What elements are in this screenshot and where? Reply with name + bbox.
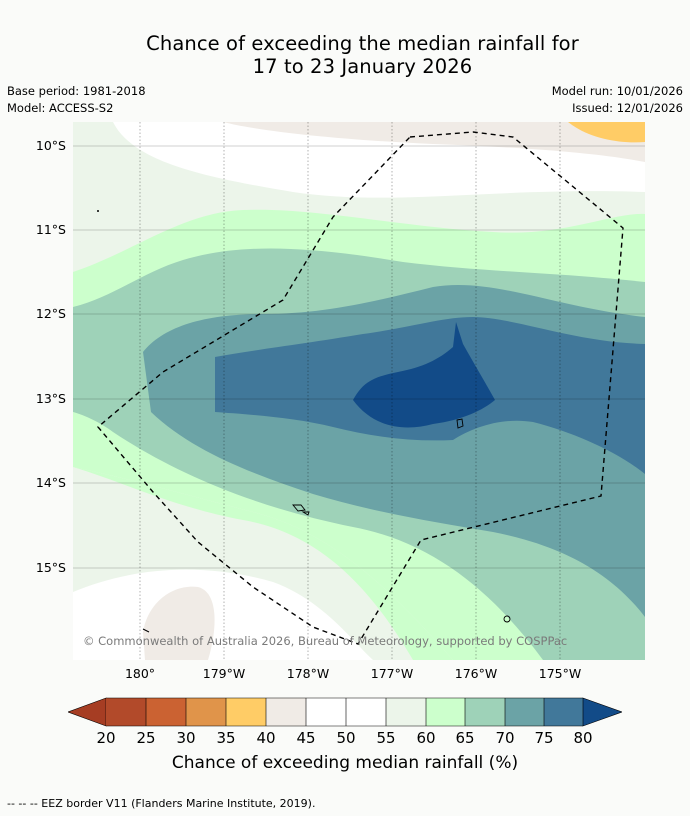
lat-label-13s: 13°S bbox=[35, 391, 66, 406]
island-3 bbox=[301, 511, 310, 516]
colorbar-60-65 bbox=[426, 698, 465, 726]
colorbar-tick-70: 70 bbox=[495, 729, 515, 747]
colorbar-55-60 bbox=[386, 698, 426, 726]
island-5 bbox=[97, 210, 99, 212]
meta-left: Base period: 1981-2018 Model: ACCESS-S2 bbox=[7, 83, 146, 117]
map-area bbox=[73, 122, 645, 660]
lat-grid-lines bbox=[73, 145, 645, 569]
island-6 bbox=[142, 628, 150, 633]
colorbar-50-55 bbox=[346, 698, 386, 726]
lat-label-14s: 14°S bbox=[35, 475, 66, 490]
island-1 bbox=[456, 418, 464, 429]
colorbar-tick-20: 20 bbox=[96, 729, 116, 747]
colorbar bbox=[68, 697, 622, 727]
contour-40-45-bottom bbox=[143, 586, 215, 660]
colorbar-65-70 bbox=[465, 698, 505, 726]
base-period: Base period: 1981-2018 bbox=[7, 84, 146, 98]
lon-label-179w: 179°W bbox=[202, 666, 246, 681]
eez-border bbox=[97, 131, 624, 645]
copyright-notice: © Commonwealth of Australia 2026, Bureau… bbox=[83, 634, 568, 648]
colorbar-70-75 bbox=[505, 698, 544, 726]
contour-35-40 bbox=[568, 122, 645, 143]
colorbar-tick-30: 30 bbox=[176, 729, 196, 747]
colorbar-gt80 bbox=[582, 697, 622, 727]
meta-right: Model run: 10/01/2026 Issued: 12/01/2026 bbox=[552, 83, 683, 117]
title-line-1: Chance of exceeding the median rainfall … bbox=[146, 32, 579, 55]
colorbar-tick-25: 25 bbox=[136, 729, 156, 747]
colorbar-75-80 bbox=[544, 698, 583, 726]
eez-legend: -- -- -- EEZ border V11 (Flanders Marine… bbox=[7, 797, 316, 810]
colorbar-35-40 bbox=[226, 698, 266, 726]
colorbar-20-25 bbox=[106, 698, 146, 726]
lat-label-15s: 15°S bbox=[35, 560, 66, 575]
contour-60-65-b bbox=[73, 467, 453, 660]
lon-label-176w: 176°W bbox=[454, 666, 498, 681]
colorbar-tick-80: 80 bbox=[573, 729, 593, 747]
colorbar-tick-65: 65 bbox=[455, 729, 475, 747]
lon-label-175w: 175°W bbox=[538, 666, 582, 681]
colorbar-tick-50: 50 bbox=[336, 729, 356, 747]
model-name: Model: ACCESS-S2 bbox=[7, 101, 114, 115]
colorbar-tick-55: 55 bbox=[376, 729, 396, 747]
island-2 bbox=[292, 504, 306, 512]
colorbar-lt20 bbox=[68, 697, 107, 727]
colorbar-tick-60: 60 bbox=[416, 729, 436, 747]
colorbar-30-35 bbox=[186, 698, 226, 726]
colorbar-tick-35: 35 bbox=[216, 729, 236, 747]
island-4 bbox=[503, 615, 511, 623]
lon-label-180: 180° bbox=[124, 666, 156, 681]
colorbar-tick-75: 75 bbox=[534, 729, 554, 747]
lat-label-12s: 12°S bbox=[35, 306, 66, 321]
grid-lines bbox=[139, 122, 561, 660]
contour-gt80 bbox=[353, 322, 495, 428]
chart-title: Chance of exceeding the median rainfall … bbox=[0, 32, 690, 78]
lat-label-11s: 11°S bbox=[35, 222, 66, 237]
colorbar-label: Chance of exceeding median rainfall (%) bbox=[171, 753, 519, 773]
colorbar-25-30 bbox=[146, 698, 186, 726]
lon-label-177w: 177°W bbox=[370, 666, 414, 681]
model-run: Model run: 10/01/2026 bbox=[551, 84, 683, 98]
contour-40-45-top bbox=[223, 122, 645, 162]
colorbar-40-45 bbox=[266, 698, 306, 726]
colorbar-tick-45: 45 bbox=[296, 729, 316, 747]
lon-label-178w: 178°W bbox=[286, 666, 330, 681]
colorbar-tick-40: 40 bbox=[256, 729, 276, 747]
lat-label-10s: 10°S bbox=[35, 138, 66, 153]
issued-date: Issued: 12/01/2026 bbox=[572, 101, 683, 115]
title-line-2: 17 to 23 January 2026 bbox=[252, 55, 473, 78]
colorbar-45-50 bbox=[306, 698, 346, 726]
